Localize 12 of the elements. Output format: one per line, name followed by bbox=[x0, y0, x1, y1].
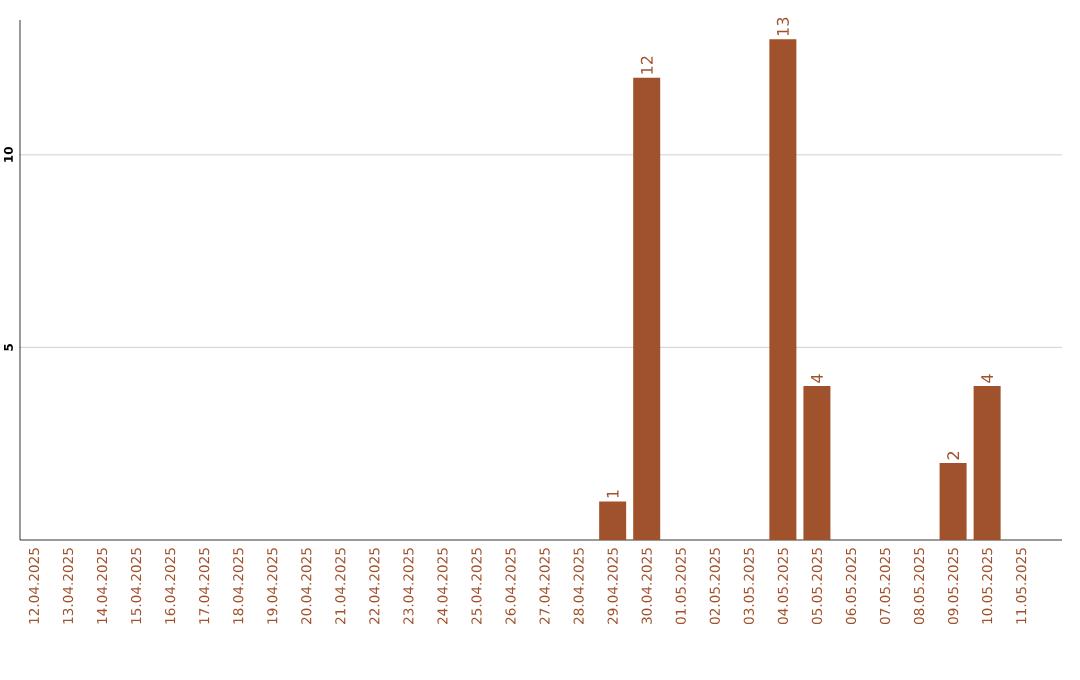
data-label: 2 bbox=[947, 452, 960, 460]
data-label: 12 bbox=[640, 56, 653, 74]
bar bbox=[973, 385, 1001, 540]
bar bbox=[599, 501, 627, 540]
data-label: 1 bbox=[606, 490, 619, 498]
data-label: 13 bbox=[776, 17, 789, 36]
bar bbox=[939, 462, 967, 540]
bar bbox=[803, 385, 831, 540]
data-label: 4 bbox=[981, 374, 993, 383]
bar bbox=[633, 77, 661, 540]
data-label: 4 bbox=[811, 374, 823, 383]
bar bbox=[769, 39, 797, 540]
